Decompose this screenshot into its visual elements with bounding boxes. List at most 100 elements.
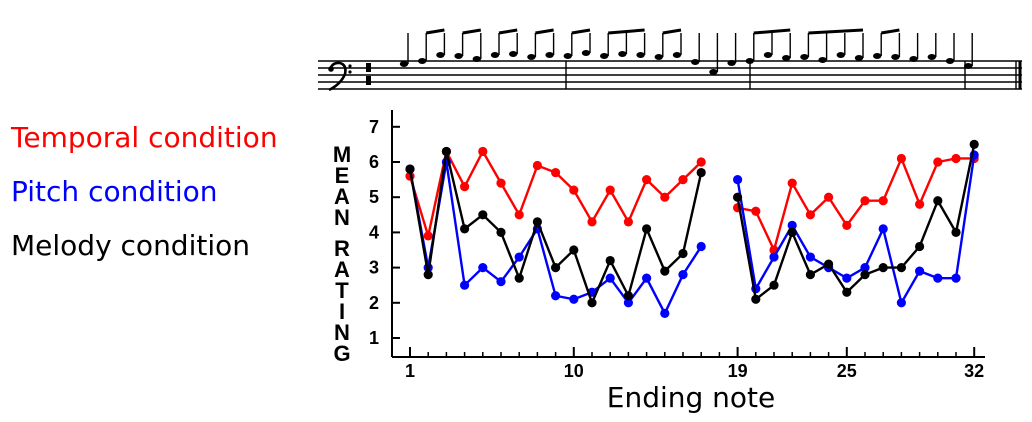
data-point: [769, 280, 779, 290]
note-head: [527, 54, 536, 60]
note-head: [436, 52, 445, 58]
data-point: [696, 167, 706, 178]
data-point: [460, 224, 470, 234]
legend-melody: Melody condition: [11, 229, 250, 262]
note-head: [745, 58, 754, 64]
data-point: [642, 175, 652, 185]
data-point: [824, 259, 834, 269]
data-point: [733, 192, 743, 202]
legend-pitch: Pitch condition: [11, 175, 218, 208]
note-beam: [662, 28, 682, 35]
data-point: [496, 178, 506, 188]
data-point: [969, 139, 979, 149]
data-point: [569, 185, 579, 195]
data-point: [642, 273, 652, 283]
note-head: [618, 51, 627, 57]
data-point: [478, 263, 488, 273]
data-point: [915, 199, 925, 209]
note-heads: [399, 28, 973, 75]
note-head: [545, 52, 554, 58]
data-point: [514, 210, 524, 220]
data-point: [733, 175, 743, 185]
note-beam: [535, 28, 554, 35]
note-beam: [571, 28, 591, 35]
y-tick-label: 6: [369, 152, 379, 172]
data-point: [842, 287, 852, 297]
y-ticks: 1 2 3 4 5 6 7: [369, 117, 400, 348]
note-head: [672, 52, 682, 58]
data-point: [933, 157, 943, 167]
x-tick-label: 32: [964, 361, 984, 381]
data-point: [915, 241, 925, 252]
data-point: [878, 224, 888, 234]
data-point: [805, 210, 816, 220]
note-head: [909, 56, 918, 62]
note-head: [927, 54, 936, 60]
note-head: [654, 54, 663, 60]
note-beam: [753, 28, 791, 35]
note-head: [873, 53, 882, 59]
data-point: [896, 153, 907, 164]
y-axis-label-letter: E: [335, 163, 350, 188]
series-pitch-condition: [405, 150, 979, 318]
bass-clef-icon: [328, 61, 352, 92]
data-point: [478, 210, 488, 220]
note-head: [945, 58, 955, 64]
series-line: [408, 147, 703, 241]
data-point: [569, 245, 579, 255]
note-head: [964, 63, 973, 69]
data-point: [623, 217, 634, 227]
note-head: [709, 69, 718, 75]
y-axis-label-letter: A: [334, 184, 350, 209]
x-axis-label: Ending note: [607, 381, 776, 414]
note-head: [472, 56, 481, 62]
note-beam: [462, 28, 482, 35]
data-point: [660, 266, 670, 276]
data-point: [915, 266, 925, 276]
data-point: [551, 167, 561, 178]
data-point: [678, 248, 688, 259]
y-axis-label-letter: M: [333, 142, 351, 167]
note-beam: [425, 28, 445, 35]
data-point: [460, 280, 470, 290]
y-tick-label: 7: [369, 117, 379, 137]
x-ticks: 1 10 19 25 32: [405, 347, 984, 381]
series-melody-condition: [405, 139, 979, 308]
data-point: [933, 273, 943, 283]
data-point: [805, 270, 816, 280]
data-point: [587, 217, 597, 227]
note-head: [399, 61, 409, 67]
data-point: [787, 178, 797, 188]
y-tick-label: 4: [369, 222, 379, 242]
y-axis-label-letter: A: [334, 257, 350, 282]
musical-notation: [318, 28, 1022, 92]
data-point: [860, 196, 870, 206]
data-point: [478, 146, 488, 157]
data-point: [751, 294, 761, 304]
data-point: [532, 217, 543, 227]
note-head: [763, 52, 773, 58]
note-head: [418, 58, 427, 64]
x-tick-label: 19: [728, 361, 748, 381]
data-point: [696, 241, 706, 252]
y-axis-label-letter: I: [339, 299, 345, 324]
data-point: [496, 277, 506, 287]
note-head: [454, 53, 463, 59]
data-point: [569, 294, 579, 304]
data-point: [860, 263, 870, 273]
note-head: [818, 57, 827, 63]
y-axis-label-letter: N: [334, 320, 350, 345]
y-tick-label: 2: [369, 293, 379, 313]
data-point: [514, 252, 524, 262]
x-tick-label: 10: [564, 361, 584, 381]
note-head: [636, 52, 645, 58]
y-axis-label-letter: R: [334, 236, 350, 261]
data-point: [951, 273, 961, 283]
note-head: [490, 52, 500, 58]
data-point: [496, 227, 506, 237]
data-point: [751, 206, 761, 216]
note-beam: [880, 28, 900, 35]
data-point: [896, 298, 907, 308]
note-head: [509, 51, 518, 57]
